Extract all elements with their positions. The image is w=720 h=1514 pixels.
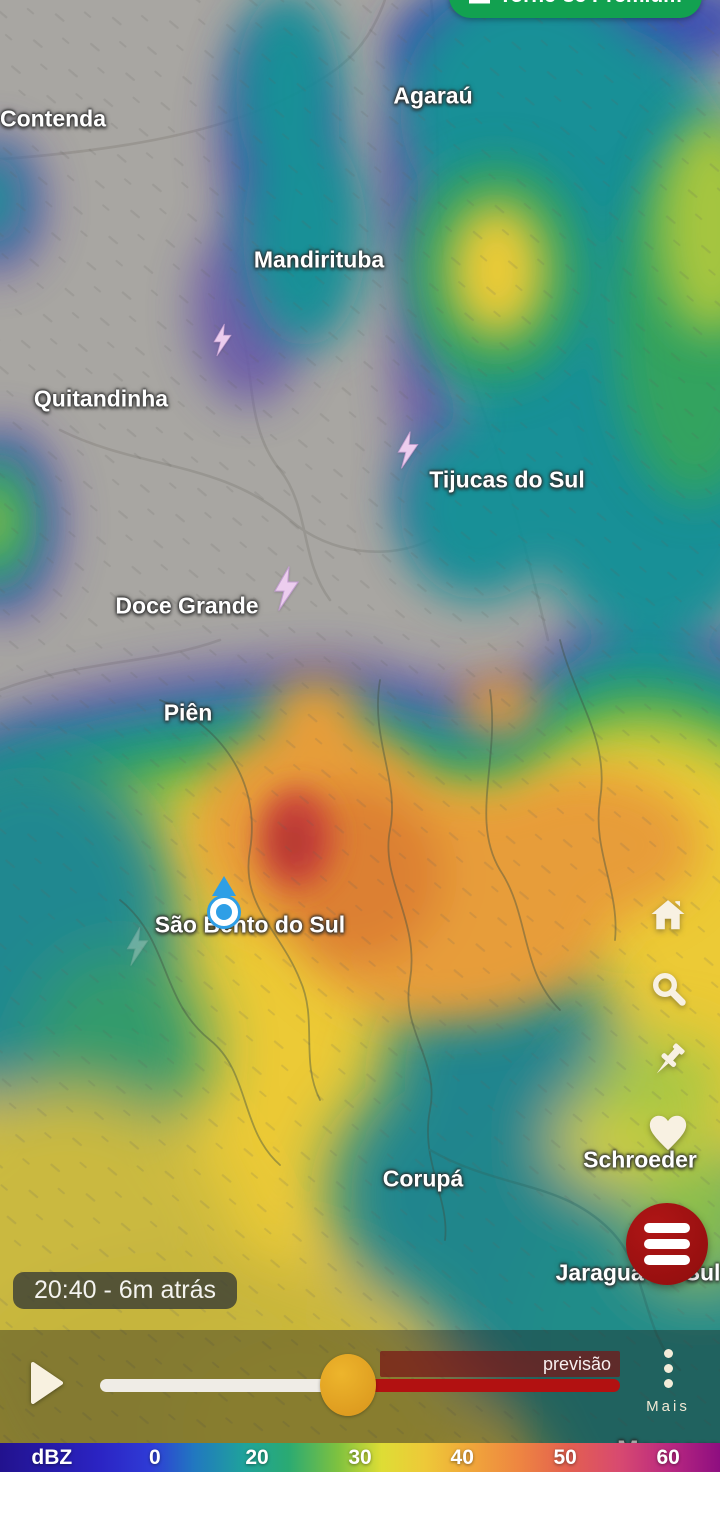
search-icon [653,973,686,1006]
bottom-spacer [0,1472,720,1514]
radar-overlay [0,0,720,1443]
colorbar-tick: 40 [450,1445,474,1469]
timeline-slider[interactable] [100,1379,620,1392]
search-button[interactable] [650,970,686,1006]
heart-icon [649,1115,687,1151]
play-button[interactable] [30,1361,64,1405]
home-button[interactable] [649,896,687,934]
play-icon [31,1362,63,1404]
lightning-icon [273,566,300,611]
kebab-menu-icon [663,1349,673,1388]
colorbar-tick: 20 [245,1445,269,1469]
lightning-icon [397,431,419,469]
forecast-chip: previsão [380,1351,620,1377]
player-bar: previsão Mais [0,1330,720,1443]
menu-fab-button[interactable] [626,1203,708,1285]
location-dot-icon [210,898,238,926]
more-button[interactable]: Mais [645,1346,691,1426]
home-icon [651,900,685,930]
favorite-button[interactable] [645,1110,691,1154]
current-location-marker [204,876,244,934]
pin-button[interactable] [647,1040,689,1082]
city-label-contenda: Contenda [0,105,107,132]
lightning-icon [213,323,232,357]
city-label-tijucas-do-sul: Tijucas do Sul [429,466,585,493]
heading-arrow-icon [212,876,236,896]
radar-map[interactable]: Contenda Agaraú Mandirituba Quitandinha … [0,0,720,1443]
premium-button[interactable]: Torne-se Premium [449,0,702,18]
city-label-corupa: Corupá [382,1165,464,1192]
city-label-schroeder: Schroeder [583,1146,697,1173]
more-label: Mais [646,1398,690,1415]
city-label-massaranduba: Massaranduba [617,1435,720,1444]
crown-icon [469,0,490,4]
pushpin-icon [656,1043,685,1074]
lightning-icon-faint [126,927,149,966]
colorbar-tick: 0 [148,1445,161,1469]
colorbar-unit: dBZ [31,1445,73,1469]
slider-elapsed [100,1379,350,1392]
colorbar-tick: 30 [348,1445,372,1469]
city-label-mandirituba: Mandirituba [253,246,385,273]
slider-thumb[interactable] [320,1354,376,1416]
city-label-agarau: Agaraú [393,82,473,109]
dbz-colorbar: dBZ 0 20 30 40 50 60 [0,1443,720,1472]
colorbar-tick: 60 [656,1445,680,1469]
colorbar-tick: 50 [553,1445,577,1469]
premium-button-label: Torne-se Premium [499,0,682,8]
city-label-sao-bento-do-sul: São Bento do Sul [154,911,346,938]
forecast-label: previsão [542,1353,611,1374]
city-label-pien: Piên [163,699,213,726]
city-label-quitandinha: Quitandinha [33,385,169,412]
slider-forecast [349,1379,620,1392]
hamburger-menu-icon [644,1223,690,1233]
timestamp-pill: 20:40 - 6m atrás [13,1272,238,1309]
timestamp-label: 20:40 - 6m atrás [34,1276,217,1304]
city-label-doce-grande: Doce Grande [115,592,259,619]
